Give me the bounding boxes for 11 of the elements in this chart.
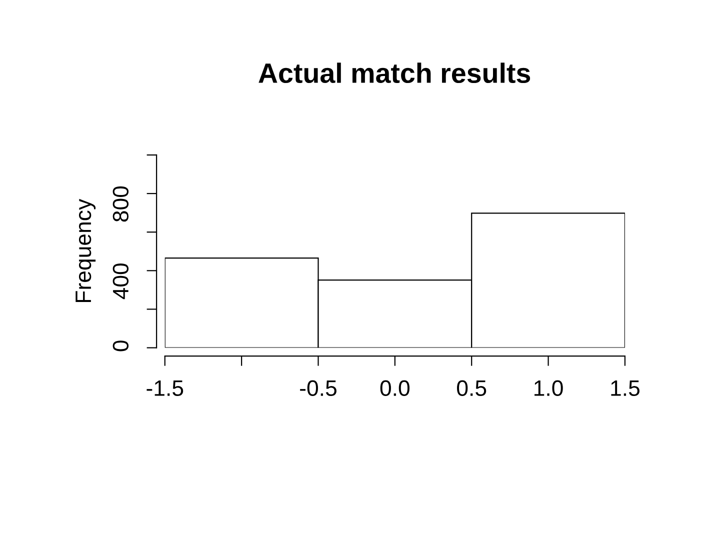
y-tick-label: 0	[112, 340, 129, 352]
chart-title: Actual match results	[258, 62, 530, 84]
y-tick-label: 400	[112, 263, 129, 300]
x-tick-label: -1.5	[146, 380, 184, 396]
y-axis-title: Frequency	[76, 198, 96, 302]
x-tick-label: -0.5	[300, 380, 336, 396]
x-tick-label: 1.0	[534, 380, 563, 396]
x-tick-label: 1.5	[611, 380, 640, 396]
x-tick-label: 0.5	[457, 380, 486, 396]
y-tick-label: 800	[112, 186, 129, 222]
x-tick-label: 0.0	[380, 380, 410, 396]
